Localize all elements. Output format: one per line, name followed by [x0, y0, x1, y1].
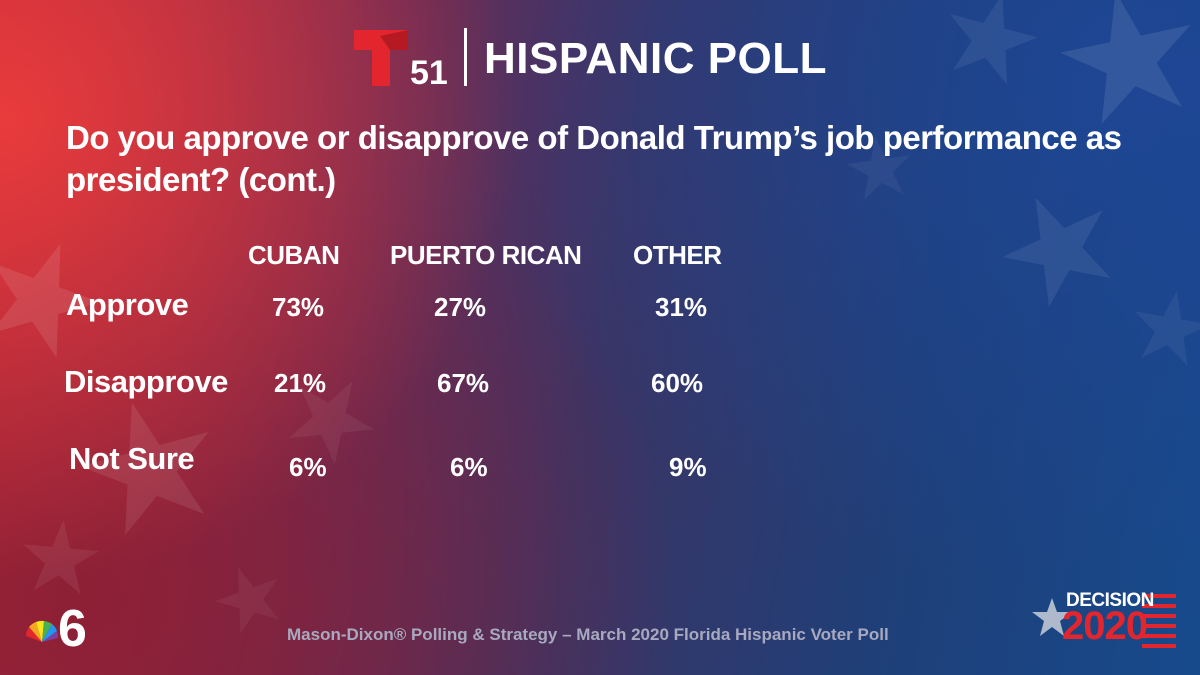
logo-divider [464, 28, 467, 86]
cell-disapprove-puerto-rican: 67% [437, 368, 490, 398]
brand-title: HISPANIC POLL [484, 34, 828, 83]
column-header-puerto-rican: PUERTO RICAN [390, 240, 582, 270]
cell-disapprove-cuban: 21% [274, 368, 327, 398]
row-label-approve: Approve [66, 287, 189, 322]
star-icon [1126, 284, 1200, 369]
cell-approve-cuban: 73% [272, 292, 325, 322]
star-icon [1050, 0, 1200, 130]
source-credit: Mason-Dixon® Polling & Strategy – March … [287, 625, 889, 644]
decision-word: DECISION [1066, 590, 1154, 611]
column-header-other: OTHER [633, 240, 722, 270]
star-icon [935, 0, 1047, 90]
cell-approve-other: 31% [655, 292, 708, 322]
cell-not-sure-cuban: 6% [289, 452, 327, 482]
station-number: 6 [58, 600, 87, 650]
question-text: Do you approve or disapprove of Donald T… [66, 119, 1122, 198]
decision-2020-logo [1032, 594, 1176, 648]
row-label-not-sure: Not Sure [69, 441, 195, 476]
column-header-cuban: CUBAN [248, 240, 340, 270]
cell-not-sure-other: 9% [669, 452, 707, 482]
star-icon [206, 555, 291, 638]
row-label-disapprove: Disapprove [64, 364, 228, 399]
channel-number: 51 [410, 54, 448, 88]
telemundo-logo: 51 [354, 30, 448, 88]
star-icon [19, 516, 102, 596]
cell-approve-puerto-rican: 27% [434, 292, 487, 322]
nbc-peacock-logo: 6 [26, 600, 87, 650]
cell-not-sure-puerto-rican: 6% [450, 452, 488, 482]
star-icon [1032, 598, 1072, 636]
cell-disapprove-other: 60% [651, 368, 704, 398]
decision-year: 2020 [1062, 604, 1148, 648]
